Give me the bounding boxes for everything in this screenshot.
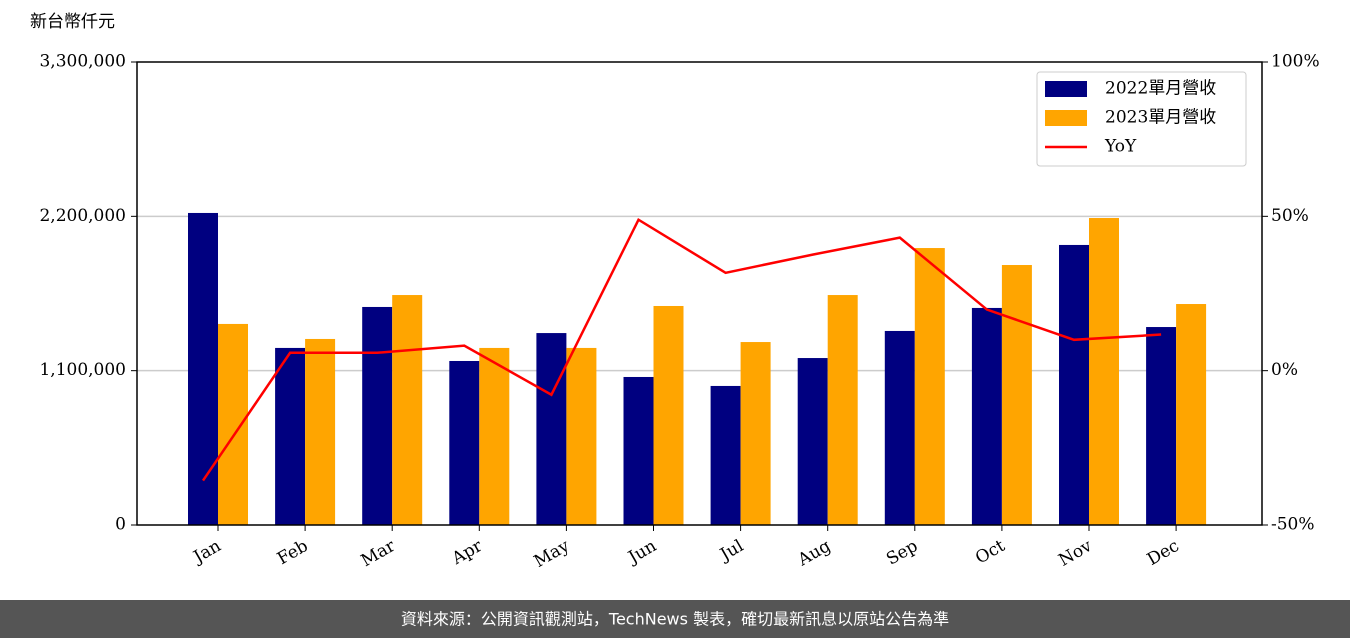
x-tick-label: Feb (274, 536, 312, 569)
bar (884, 330, 915, 525)
bar (653, 305, 684, 525)
bar (710, 385, 741, 525)
y-tick-label: 0 (115, 515, 126, 535)
x-tick-label: Jul (715, 536, 747, 566)
bar (479, 347, 510, 525)
x-tick-label: May (531, 536, 574, 572)
plot-frame (136, 61, 1263, 526)
x-tick-label: Sep (883, 536, 921, 570)
bar (740, 342, 771, 525)
footer: 資料來源：公開資訊觀測站，TechNews 製表，確切最新訊息以原站公告為準 (401, 610, 949, 629)
bar (1176, 304, 1207, 525)
bar (914, 248, 945, 526)
x-tick-label: Mar (358, 536, 400, 572)
bar (827, 295, 858, 525)
bar (1001, 265, 1032, 525)
bar (218, 323, 248, 525)
x-tick-label: Aug (794, 536, 835, 571)
x-tick-label: Oct (972, 536, 1008, 569)
bar (797, 358, 828, 525)
bar (1146, 327, 1177, 525)
bar (623, 376, 654, 525)
legend-label: 2022單月營收 (1105, 79, 1216, 99)
legend-swatch (1045, 110, 1087, 126)
y2-tick-label: -50% (1271, 515, 1315, 535)
bar (305, 338, 336, 525)
yoy-line (201, 217, 1162, 482)
legend-swatch (1045, 81, 1087, 97)
y2-tick-label: 100% (1271, 52, 1320, 72)
bar (275, 347, 306, 525)
y2-tick-label: 50% (1271, 206, 1309, 226)
x-tick-label: Dec (1144, 536, 1183, 570)
bar (392, 295, 423, 525)
footer-bar (0, 600, 1350, 638)
legend-box (1036, 71, 1247, 167)
bar (971, 307, 1002, 525)
bar (1089, 218, 1119, 525)
y-axis-label: 新台幣仟元 (30, 12, 115, 32)
y-tick-label: 2,200,000 (39, 206, 126, 226)
y2-tick-label: 0% (1271, 360, 1298, 380)
bar (566, 347, 597, 525)
bar (188, 212, 218, 525)
bar (1059, 244, 1089, 526)
y-tick-label: 3,300,000 (39, 52, 126, 72)
bar (449, 360, 480, 525)
bar (362, 306, 393, 525)
x-tick-label: Apr (448, 536, 487, 570)
bar (536, 333, 567, 525)
legend-label: 2023單月營收 (1105, 108, 1216, 128)
y-tick-label: 1,100,000 (39, 360, 126, 380)
x-tick-label: Jun (623, 536, 660, 569)
legend-label: YoY (1104, 137, 1137, 157)
x-tick-label: Nov (1055, 536, 1095, 571)
x-tick-label: Jan (189, 536, 225, 568)
